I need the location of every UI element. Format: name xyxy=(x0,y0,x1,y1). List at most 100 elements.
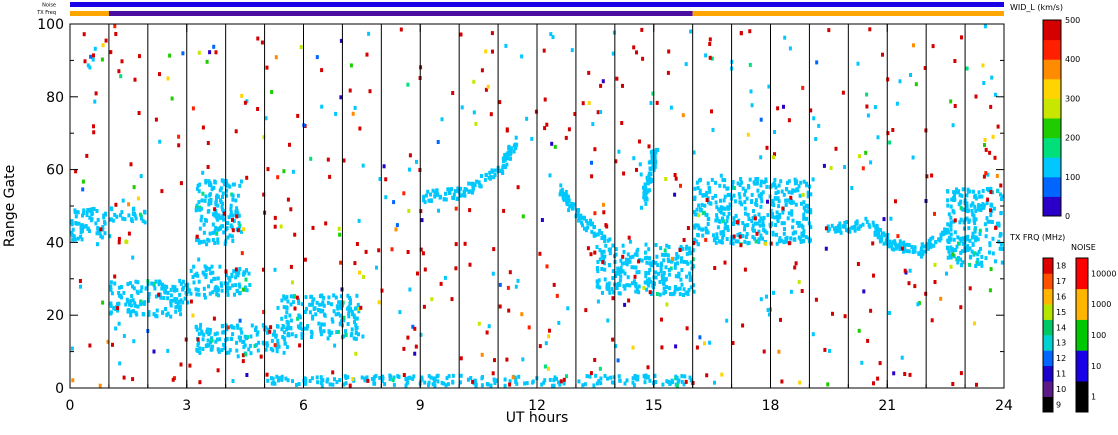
echo-cell xyxy=(951,382,955,386)
echo-cell xyxy=(558,382,562,387)
echo-cell xyxy=(567,198,571,203)
echo-cell xyxy=(739,243,743,248)
echo-cell xyxy=(225,285,229,290)
noise-bar-label: Noise xyxy=(42,3,56,9)
echo-cell xyxy=(117,240,121,245)
echo-cell xyxy=(133,211,136,216)
echo-cell xyxy=(439,194,442,199)
echo-cell xyxy=(330,330,334,335)
echo-cell xyxy=(958,193,962,198)
echo-cell xyxy=(693,212,697,217)
x-tick-label: 24 xyxy=(995,398,1013,414)
echo-cell xyxy=(576,211,580,216)
echo-cell xyxy=(101,300,105,305)
echo-cell xyxy=(670,292,674,297)
echo-cell xyxy=(599,110,603,114)
echo-cell xyxy=(913,245,917,250)
echo-cell xyxy=(874,231,878,235)
echo-cell xyxy=(378,375,382,380)
echo-cell xyxy=(680,268,684,272)
echo-cell xyxy=(678,286,682,291)
echo-cell xyxy=(775,241,779,246)
echo-cell xyxy=(407,208,411,213)
echo-cell xyxy=(427,374,431,379)
echo-cell xyxy=(647,247,651,252)
echo-cell xyxy=(715,236,719,240)
echo-cell xyxy=(216,237,220,242)
echo-cell xyxy=(681,113,685,118)
echo-cell xyxy=(275,374,279,379)
echo-cell xyxy=(210,347,214,352)
echo-cell xyxy=(86,208,90,212)
echo-cell xyxy=(154,294,158,299)
echo-cell xyxy=(282,169,286,174)
echo-cell xyxy=(262,310,266,314)
echo-cell xyxy=(614,159,618,164)
echo-cell xyxy=(944,230,948,235)
echo-cell xyxy=(696,242,700,247)
echo-cell xyxy=(876,227,880,232)
echo-cell xyxy=(994,259,997,264)
echo-cell xyxy=(414,344,418,349)
echo-cell xyxy=(136,304,140,309)
echo-cell xyxy=(822,163,826,168)
echo-cell xyxy=(873,105,877,110)
echo-cell xyxy=(773,196,777,201)
echo-cell xyxy=(543,378,547,383)
echo-cell xyxy=(207,284,210,289)
echo-cell xyxy=(611,51,615,56)
echo-cell xyxy=(898,239,902,244)
echo-cell xyxy=(791,188,795,193)
echo-cell xyxy=(628,255,632,260)
echo-cell xyxy=(791,200,795,205)
echo-cell xyxy=(998,246,1002,251)
echo-cell xyxy=(109,280,113,285)
echo-cell xyxy=(680,256,683,261)
echo-cell xyxy=(382,164,386,169)
echo-cell xyxy=(878,361,882,366)
echo-cell xyxy=(753,216,757,221)
echo-cell xyxy=(266,327,270,332)
echo-cell xyxy=(312,307,316,311)
echo-cell xyxy=(584,228,588,233)
echo-cell xyxy=(208,50,212,55)
echo-cell xyxy=(824,246,828,251)
width-colorbar-swatch xyxy=(1043,78,1061,99)
echo-cell xyxy=(448,187,451,192)
echo-cell xyxy=(711,195,715,200)
echo-cell xyxy=(327,329,331,334)
echo-cell xyxy=(406,82,410,87)
echo-cell xyxy=(812,116,816,121)
echo-cell xyxy=(218,226,222,231)
echo-cell xyxy=(606,238,610,243)
echo-cell xyxy=(201,337,205,342)
echo-cell xyxy=(914,82,918,87)
echo-cell xyxy=(218,264,222,269)
echo-cell xyxy=(632,156,636,161)
echo-cell xyxy=(342,382,346,387)
echo-cell xyxy=(590,229,594,234)
echo-cell xyxy=(979,203,983,208)
echo-cell xyxy=(716,225,720,230)
echo-cell xyxy=(147,292,151,296)
echo-cell xyxy=(225,226,229,231)
echo-cell xyxy=(336,306,340,311)
echo-cell xyxy=(201,191,205,196)
echo-cell xyxy=(699,208,703,213)
echo-cell xyxy=(991,134,995,139)
echo-cell xyxy=(332,309,336,314)
echo-cell xyxy=(138,54,141,59)
echo-cell xyxy=(96,242,99,247)
echo-cell xyxy=(555,293,559,298)
echo-cell xyxy=(120,285,123,289)
echo-cell xyxy=(882,241,886,246)
echo-cell xyxy=(178,304,182,309)
echo-cell xyxy=(113,281,117,286)
echo-cell xyxy=(565,202,569,206)
echo-cell xyxy=(509,151,513,155)
echo-cell xyxy=(960,35,963,40)
echo-cell xyxy=(769,241,773,246)
echo-cell xyxy=(493,173,497,177)
echo-cell xyxy=(323,313,327,318)
